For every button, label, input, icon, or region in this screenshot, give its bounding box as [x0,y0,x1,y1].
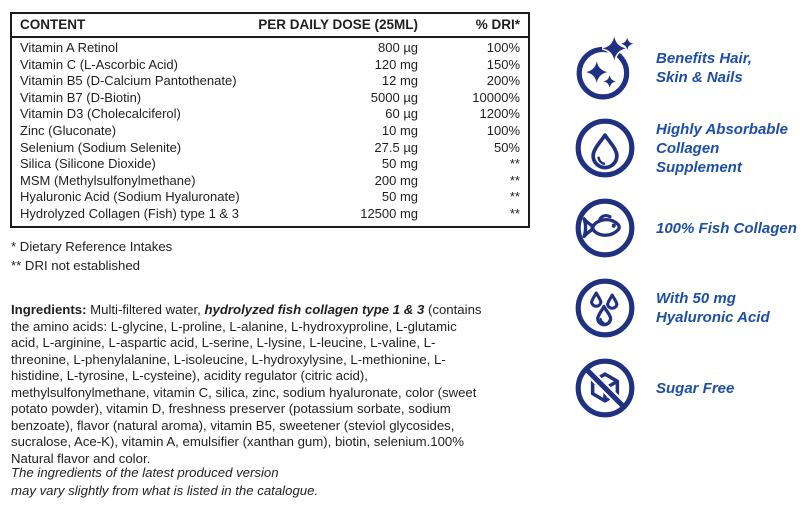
badge-label: Highly Absorbable Collagen Supplement [656,120,788,176]
table-row: MSM (Methylsulfonylmethane) 200 mg ** [11,173,529,190]
ingredients-label: Ingredients: [11,302,87,317]
table-row: Zinc (Gluconate) 10 mg 100% [11,123,529,140]
nutrient-name: Vitamin B7 (D-Biotin) [20,89,142,105]
nutrient-dri: 1200% [479,106,520,122]
nutrient-name: Hyaluronic Acid (Sodium Hyaluronate) [20,189,240,205]
supplement-facts-table: CONTENT PER DAILY DOSE (25ML) % DRI* Vit… [10,12,530,228]
nutrient-dose: 12500 mg [360,205,419,221]
nutrient-dose: 50 mg [381,156,419,172]
table-row: Vitamin C (L-Ascorbic Acid) 120 mg 150% [11,57,529,74]
nutrient-dose: 27.5 µg [374,139,419,155]
nutrient-dri: 100% [486,40,520,55]
supplement-facts-panel: CONTENT PER DAILY DOSE (25ML) % DRI* Vit… [10,12,530,228]
nutrient-name: MSM (Methylsulfonylmethane) [20,172,196,188]
badge-label: 100% Fish Collagen [656,219,797,237]
disclaimer-line-1: The ingredients of the latest produced v… [11,465,279,480]
nutrient-name: Vitamin C (L-Ascorbic Acid) [20,56,178,72]
nutrient-dose: 800 µg [378,40,419,55]
table-row: Vitamin B5 (D-Calcium Pantothenate) 12 mg… [11,73,529,90]
table-row: Selenium (Sodium Selenite) 27.5 µg 50% [11,140,529,157]
nutrient-dri: ** [509,205,520,221]
nutrient-dose: 5000 µg [370,89,419,105]
nutrient-name: Silica (Silicone Dioxide) [20,156,156,172]
footnotes: * Dietary Reference Intakes ** DRI not e… [11,237,172,275]
sparkles-icon [576,36,634,100]
water-drop-icon [575,118,635,178]
ingredients-highlight: hydrolyzed fish collagen type 1 & 3 [204,302,425,317]
ingredients-lead: Multi-filtered water, [86,302,205,317]
nutrient-dose: 120 mg [374,56,419,72]
nutrient-dri: ** [509,172,520,188]
nutrient-name: Zinc (Gluconate) [20,122,117,138]
nutrient-dose: 60 µg [385,106,419,122]
badge-hyaluronic-acid: With 50 mg Hyaluronic Acid [572,268,802,348]
nutrient-dose: 12 mg [381,73,419,89]
nutrient-name: Vitamin B5 (D-Calcium Pantothenate) [20,73,237,89]
nutrient-dri: ** [509,189,520,205]
table-row: Hydrolyzed Collagen (Fish) type 1 & 3 125… [11,206,529,227]
header-dri: % DRI* [426,13,529,38]
badge-label: With 50 mg Hyaluronic Acid [656,290,770,326]
hyaluronic-drops-icon [575,278,635,338]
table-row: Vitamin D3 (Cholecalciferol) 60 µg 1200% [11,106,529,123]
ingredients-paragraph: Ingredients: Multi-filtered water, hydro… [11,302,485,467]
badge-fish-collagen: 100% Fish Collagen [572,188,802,268]
badge-label: Benefits Hair, Skin & Nails [656,50,752,86]
table-row: Hyaluronic Acid (Sodium Hyaluronate) 50 m… [11,189,529,206]
nutrient-dose: 50 mg [381,189,419,205]
badge-benefits-hair-skin-nails: Benefits Hair, Skin & Nails [572,28,802,108]
table-header-row: CONTENT PER DAILY DOSE (25ML) % DRI* [11,13,529,38]
nutrient-dri: 50% [493,139,520,155]
nutrient-dri: 200% [486,73,520,89]
fish-icon [575,198,635,258]
nutrient-name: Vitamin A Retinol [20,40,119,55]
nutrient-name: Hydrolyzed Collagen (Fish) type 1 & 3 [20,205,239,221]
header-per-daily-dose: PER DAILY DOSE (25ML) [250,13,427,38]
nutrient-dri: 150% [486,56,520,72]
nutrient-dri: 100% [486,122,520,138]
nutrient-dri: 10000% [472,89,520,105]
nutrient-dose: 10 mg [381,122,419,138]
footnote-dri-definition: * Dietary Reference Intakes [11,239,173,254]
nutrient-dose: 200 mg [374,172,419,188]
benefit-badges: Benefits Hair, Skin & Nails Highly Absor… [572,28,802,428]
nutrient-name: Vitamin D3 (Cholecalciferol) [20,106,181,122]
catalogue-disclaimer: The ingredients of the latest produced v… [11,464,318,499]
badge-label: Sugar Free [656,379,735,397]
no-sugar-icon [575,358,635,418]
table-row: Silica (Silicone Dioxide) 50 mg ** [11,156,529,173]
nutrient-dri: ** [509,156,520,172]
disclaimer-line-2: may vary slightly from what is listed in… [11,482,319,498]
ingredients-rest: (contains the amino acids: L-glycine, L-… [11,302,482,466]
badge-sugar-free: Sugar Free [572,348,802,428]
header-content: CONTENT [11,13,251,38]
nutrient-name: Selenium (Sodium Selenite) [20,139,182,155]
table-row: Vitamin B7 (D-Biotin) 5000 µg 10000% [11,90,529,107]
badge-highly-absorbable: Highly Absorbable Collagen Supplement [572,108,802,188]
footnote-dri-not-established: ** DRI not established [11,258,141,273]
table-row: Vitamin A Retinol 800 µg 100% [11,37,529,57]
